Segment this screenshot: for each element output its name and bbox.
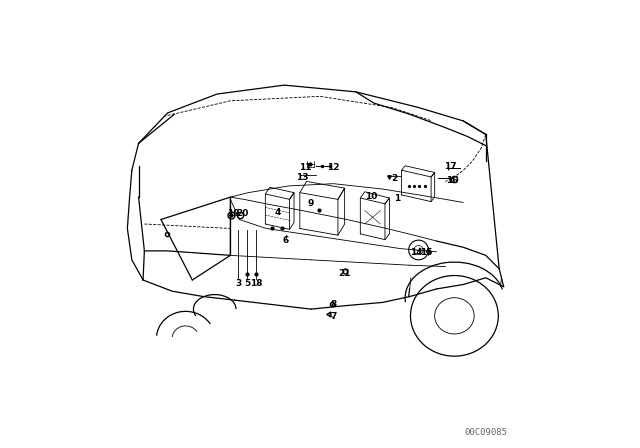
Text: 6: 6 (283, 236, 289, 245)
Text: 14: 14 (410, 248, 423, 257)
Text: 20: 20 (236, 209, 248, 218)
Text: 00C09085: 00C09085 (464, 428, 508, 437)
Text: 5: 5 (244, 279, 250, 288)
Text: 13: 13 (296, 173, 308, 182)
Text: 21: 21 (339, 269, 351, 278)
Text: 8: 8 (330, 300, 337, 309)
Text: 2: 2 (391, 174, 397, 183)
Text: 16: 16 (446, 176, 459, 185)
Text: 4: 4 (275, 208, 281, 217)
Text: 9: 9 (308, 199, 314, 208)
Text: 15: 15 (420, 248, 433, 257)
Text: 12: 12 (327, 163, 340, 172)
Text: 1: 1 (394, 194, 400, 202)
Text: 10: 10 (365, 192, 378, 201)
Text: 18: 18 (250, 279, 262, 288)
Text: 11: 11 (300, 163, 312, 172)
Text: 7: 7 (330, 312, 337, 321)
Text: 19: 19 (227, 209, 239, 218)
Text: 17: 17 (444, 162, 456, 171)
Text: 3: 3 (236, 279, 241, 288)
